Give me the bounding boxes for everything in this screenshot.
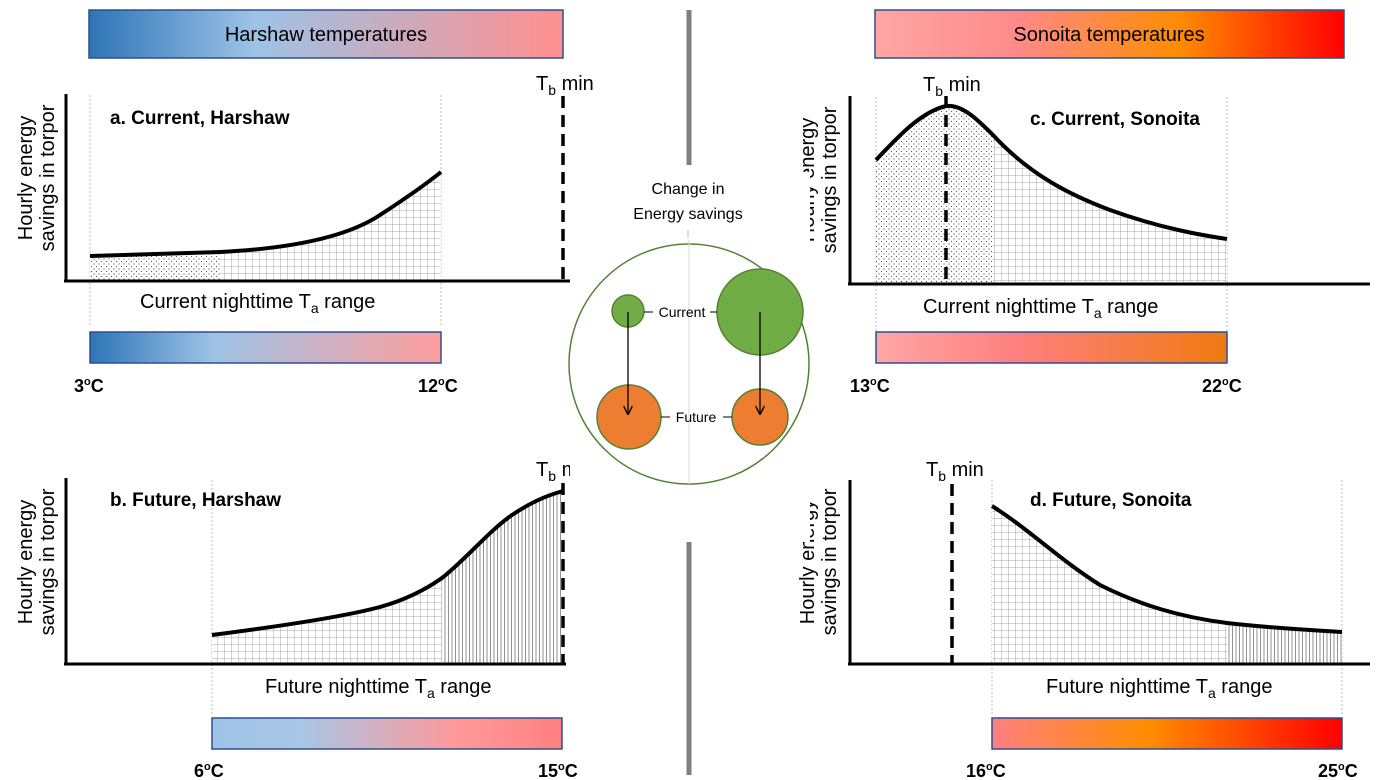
panel-c-range-min: 13oC [850, 376, 890, 396]
panel-d-range-bar [991, 717, 1343, 750]
panel-a-range-max: 12oC [418, 376, 458, 396]
panel-b-curve [211, 489, 564, 637]
panel-c-curve [874, 103, 1228, 241]
panel-a-grid-area [220, 172, 441, 280]
sonoita-header-title: Sonoita temperatures [1013, 24, 1204, 46]
harshaw-header: Harshaw temperatures [88, 9, 564, 59]
panel-b-y-label: Hourly energysavings in torpor [15, 488, 59, 635]
harshaw-header-bar [88, 9, 564, 59]
panel-b: Tb min b. Future, Harshaw Hourly energys… [15, 459, 594, 780]
panel-a-dotted-area [90, 252, 220, 280]
future-label: Future [676, 409, 717, 425]
panel-c-grid-area [993, 135, 1227, 283]
panel-c-tb-min-label: Tb min [923, 74, 981, 99]
panel-b-range-bar [211, 717, 563, 750]
panel-c: Tb min c. Current, Sonoita Hourly energy… [797, 74, 1370, 396]
panel-d-title: d. Future, Sonoita [1030, 490, 1192, 511]
panel-a-range-bar [89, 331, 442, 364]
harshaw-header-title: Harshaw temperatures [225, 24, 427, 46]
panel-a-x-label: Current nighttime Ta range [140, 291, 375, 316]
panel-a-y-label: Hourly energysavings in torpor [15, 104, 59, 251]
panel-d-grid-area [992, 506, 1227, 664]
panel-b-title: b. Future, Harshaw [110, 490, 281, 511]
panel-d-tb-min-label: Tb min [926, 459, 984, 484]
panel-a-title: a. Current, Harshaw [110, 108, 290, 129]
panel-d-vline-area [1227, 623, 1342, 664]
sonoita-header: Sonoita temperatures [874, 9, 1345, 59]
panel-a-range-min: 3oC [74, 376, 104, 396]
panel-b-x-label: Future nighttime Ta range [265, 676, 491, 701]
panel-b-range-max: 15oC [538, 761, 578, 780]
future-left-circle [596, 384, 662, 450]
panel-c-x-label: Current nighttime Ta range [923, 296, 1158, 321]
current-label: Current [659, 304, 706, 320]
panel-a: Tb min a. Current, Harshaw Hourly energy… [15, 73, 594, 396]
panel-d: Tb min d. Future, Sonoita Hourly energys… [797, 459, 1370, 780]
sonoita-header-bar [874, 9, 1345, 59]
panel-d-range-max: 25oC [1318, 761, 1358, 780]
panel-a-curve [89, 170, 443, 258]
panel-c-dotted-area [876, 105, 993, 283]
panel-d-x-label: Future nighttime Ta range [1046, 676, 1272, 701]
panel-b-grid-area [212, 578, 442, 664]
center-inset: Change in Energy savings Current Future [568, 172, 810, 542]
panel-a-tb-min-label: Tb min [536, 73, 594, 98]
panel-c-range-max: 22oC [1202, 376, 1242, 396]
panel-b-vline-area [442, 491, 563, 664]
panel-b-range-min: 6oC [194, 761, 224, 780]
panel-c-title: c. Current, Sonoita [1030, 109, 1200, 130]
panel-d-range-min: 16oC [966, 761, 1006, 780]
panel-d-curve [990, 504, 1343, 634]
center-inset-title: Change in Energy savings [633, 181, 742, 223]
panel-c-range-bar [875, 331, 1228, 364]
